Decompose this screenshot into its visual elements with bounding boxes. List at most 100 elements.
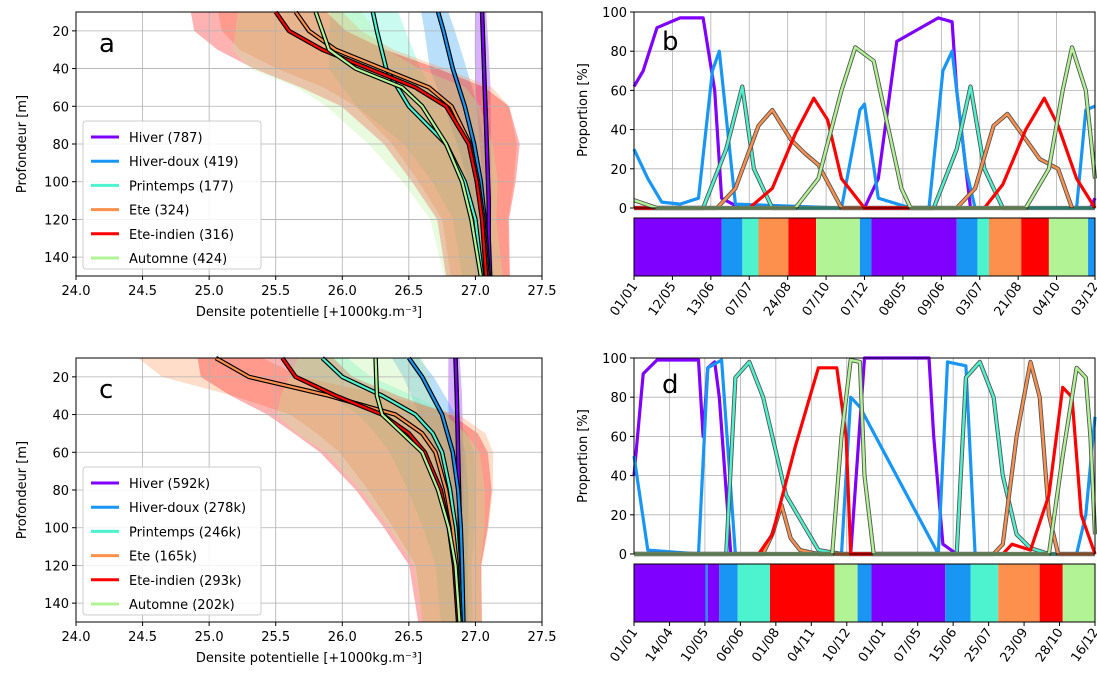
panel-a: 24.0 24.5 25.0 25.5 26.0 26.5 27.0 27.5 20 40 60 80… bbox=[15, 10, 557, 320]
panel-letter: b bbox=[662, 27, 679, 57]
x-tick-label: 25.5 bbox=[261, 284, 290, 299]
legend-label-hiver: Hiver (592k) bbox=[129, 477, 210, 492]
envelope-ete bbox=[138, 358, 494, 622]
y-axis-label: Proportion [%] bbox=[576, 63, 591, 157]
y-tick-label: 120 bbox=[44, 559, 69, 574]
x-tick-label: 27.5 bbox=[528, 630, 557, 645]
x-tick-label: 01/01 bbox=[607, 626, 641, 665]
x-tick-label: 13/06 bbox=[684, 280, 718, 319]
legend: Hiver (787) Hiver-doux (419) Printemps (17… bbox=[82, 120, 262, 270]
band-segment bbox=[1039, 564, 1063, 622]
legend-label-automne: Automne (202k) bbox=[129, 598, 235, 613]
y-tick-label: 0 bbox=[619, 548, 627, 563]
y-tick-label: 140 bbox=[44, 597, 69, 612]
envelope-eteindien bbox=[197, 358, 492, 622]
envelope-automne bbox=[232, 12, 503, 276]
x-tick-label: 21/08 bbox=[992, 280, 1026, 319]
band-segment bbox=[857, 564, 872, 622]
x-tick-label: 04/10 bbox=[1030, 280, 1064, 319]
band-segment bbox=[945, 564, 971, 622]
band-segment bbox=[816, 218, 860, 276]
series-line-hiverdoux bbox=[632, 49, 1096, 210]
x-tick-label: 26.5 bbox=[394, 284, 423, 299]
y-tick-label: 80 bbox=[610, 45, 627, 60]
band-segment bbox=[970, 564, 999, 622]
y-tick-label: 20 bbox=[52, 371, 69, 386]
y-tick-label: 120 bbox=[44, 213, 69, 228]
y-tick-label: 100 bbox=[44, 522, 69, 537]
x-tick-label: 14/04 bbox=[643, 626, 677, 665]
band-segment bbox=[634, 218, 722, 276]
envelope-eteindien bbox=[190, 12, 520, 276]
x-axis-label: Densite potentielle [+1000kg.m⁻³] bbox=[196, 651, 422, 666]
band-segment bbox=[977, 218, 989, 276]
band-segment bbox=[956, 218, 978, 276]
x-tick-label: 27.0 bbox=[461, 630, 490, 645]
band-segment bbox=[1088, 218, 1095, 276]
panel-letter: d bbox=[662, 370, 679, 400]
x-tick-label: 07/12 bbox=[838, 280, 872, 319]
y-tick-label: 40 bbox=[52, 63, 69, 78]
axes-frame bbox=[633, 11, 1096, 209]
x-tick-label: 04/11 bbox=[785, 626, 819, 665]
x-tick-label: 09/06 bbox=[915, 280, 949, 319]
band-segment bbox=[834, 564, 858, 622]
x-tick-label: 26.0 bbox=[328, 284, 357, 299]
x-axis-label: Densite potentielle [+1000kg.m⁻³] bbox=[196, 305, 422, 320]
legend-label-hiverdoux: Hiver-doux (278k) bbox=[129, 501, 246, 516]
band-segment bbox=[737, 564, 770, 622]
series-line-hiverdoux bbox=[408, 357, 465, 623]
x-tick-label: 27.0 bbox=[461, 284, 490, 299]
x-tick-label: 12/05 bbox=[646, 280, 680, 319]
y-tick-label: 20 bbox=[610, 163, 627, 178]
x-tick-label: 28/10 bbox=[1033, 626, 1067, 665]
band-segment bbox=[871, 564, 946, 622]
band-segment bbox=[707, 564, 720, 622]
x-tick-label: 24.5 bbox=[128, 630, 157, 645]
panel-b: 0 20 40 60 80 100 Proportion [%] b 01/01 12/05 13/… bbox=[576, 6, 1097, 319]
x-tick-label: 24.5 bbox=[128, 284, 157, 299]
band-segment bbox=[859, 218, 872, 276]
x-tick-label: 24/08 bbox=[761, 280, 795, 319]
axes-frame bbox=[633, 357, 1096, 555]
y-axis-label: Profondeur [m] bbox=[15, 441, 30, 539]
band-segment bbox=[705, 564, 708, 622]
legend-label-automne: Automne (424) bbox=[129, 252, 227, 267]
y-tick-label: 0 bbox=[619, 202, 627, 217]
x-tick-label: 25.0 bbox=[195, 284, 224, 299]
legend: Hiver (592k) Hiver-doux (278k) Printemps (… bbox=[82, 466, 262, 616]
x-tick-label: 06/06 bbox=[714, 626, 748, 665]
legend-label-printemps: Printemps (246k) bbox=[129, 525, 241, 540]
x-tick-label: 23/09 bbox=[998, 626, 1032, 665]
x-tick-label: 27.5 bbox=[528, 284, 557, 299]
y-axis-label: Proportion [%] bbox=[576, 409, 591, 503]
x-tick-label: 07/10 bbox=[800, 280, 834, 319]
x-tick-label: 07/05 bbox=[891, 626, 925, 665]
x-tick-label: 07/07 bbox=[723, 280, 757, 319]
panel-c: 24.0 24.5 25.0 25.5 26.0 26.5 27.0 27.5 20 40 60 80… bbox=[15, 356, 557, 666]
band-segment bbox=[1021, 218, 1049, 276]
band-segment bbox=[769, 564, 835, 622]
y-tick-label: 80 bbox=[52, 138, 69, 153]
y-tick-label: 20 bbox=[610, 509, 627, 524]
band-segment bbox=[1048, 218, 1089, 276]
y-tick-label: 40 bbox=[610, 470, 627, 485]
y-tick-label: 60 bbox=[610, 430, 627, 445]
legend-label-eteindien: Ete-indien (316) bbox=[129, 228, 234, 243]
band-segment bbox=[742, 218, 759, 276]
x-tick-label: 15/06 bbox=[927, 626, 961, 665]
band-segment bbox=[634, 564, 706, 622]
x-tick-label: 24.0 bbox=[62, 630, 91, 645]
series-line-printemps bbox=[371, 11, 484, 277]
band-segment bbox=[788, 218, 817, 276]
y-tick-label: 60 bbox=[610, 84, 627, 99]
y-tick-label: 100 bbox=[602, 6, 627, 21]
x-tick-label: 01/01 bbox=[856, 626, 890, 665]
y-tick-label: 40 bbox=[52, 409, 69, 424]
y-tick-label: 80 bbox=[52, 484, 69, 499]
x-tick-label: 03/12 bbox=[1068, 280, 1097, 319]
band-segment bbox=[721, 218, 743, 276]
envelope-ete bbox=[217, 12, 517, 276]
